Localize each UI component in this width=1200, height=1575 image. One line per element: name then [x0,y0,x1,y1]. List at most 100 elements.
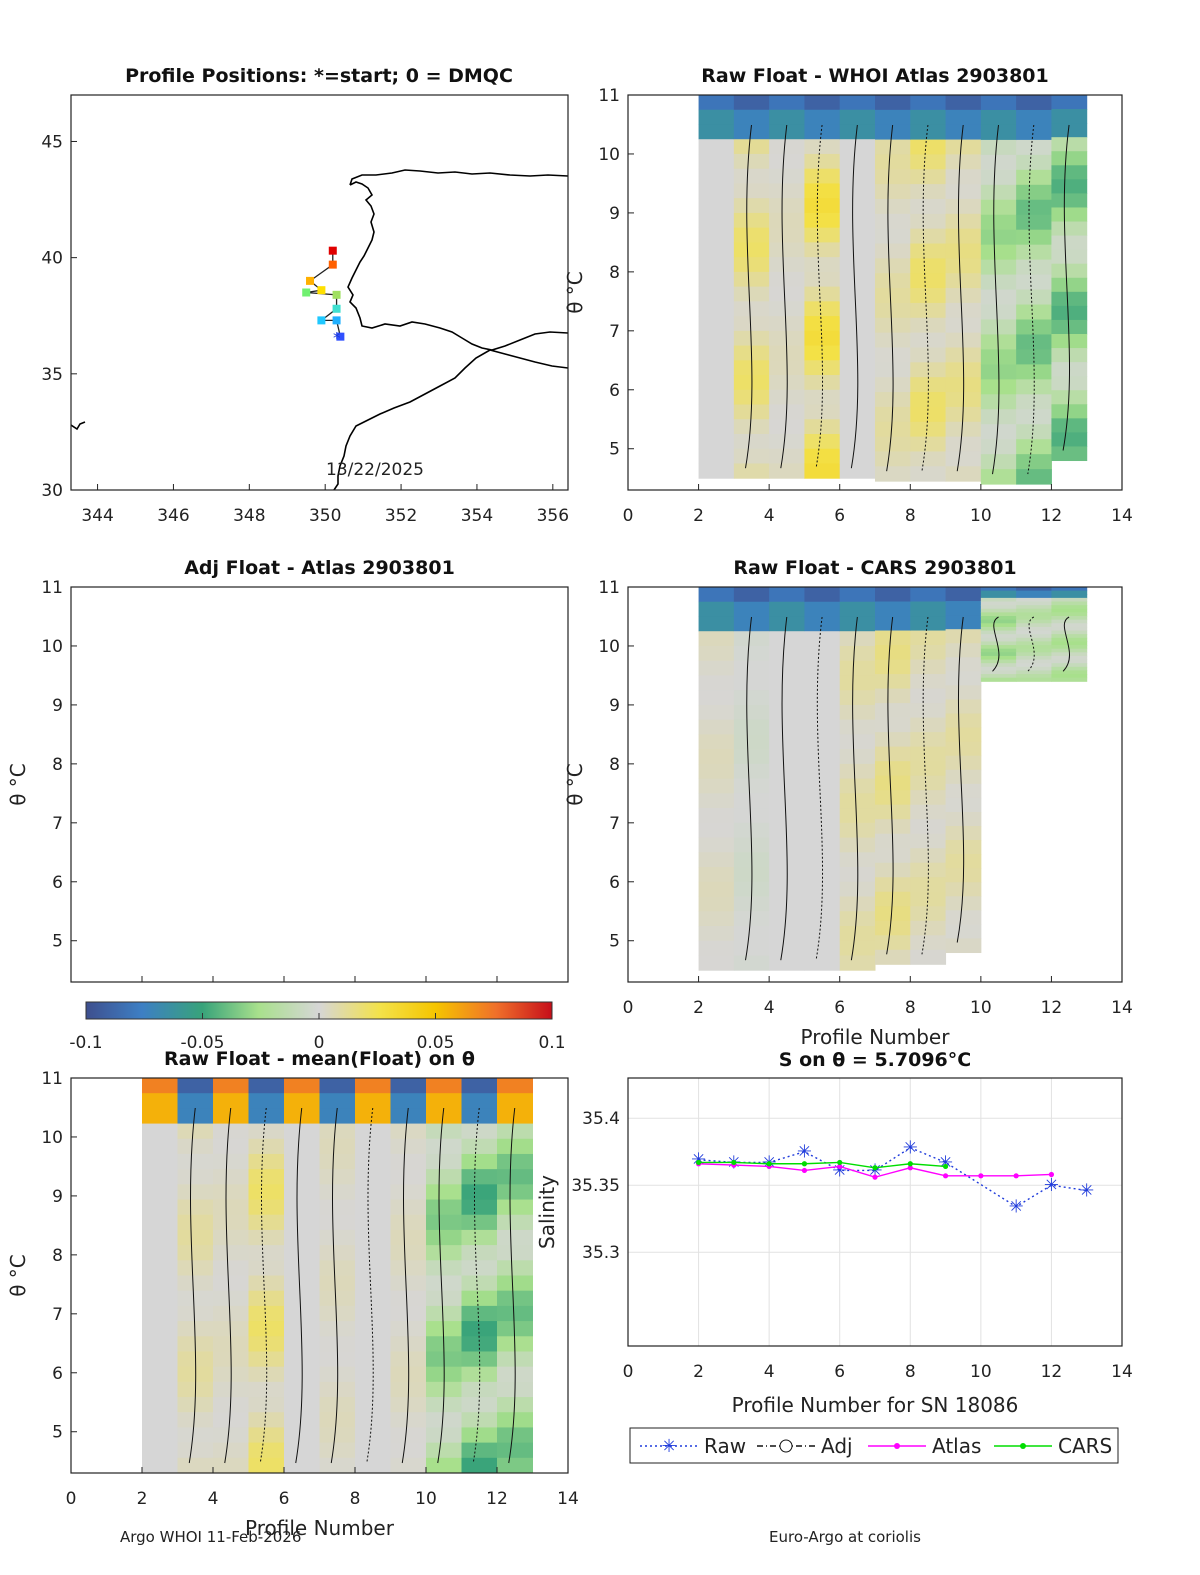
heatmap-cell [142,1412,178,1428]
heatmap-cell [910,804,947,820]
map-panel: Profile Positions: *=start; 0 = DMQC * 1… [41,65,569,526]
heatmap-cell [733,955,770,971]
heatmap-cell [698,168,735,184]
heatmap-cell [390,1153,427,1170]
heatmap-cell [980,630,1017,635]
panel-title: Raw Float - mean(Float) on θ [164,1048,475,1070]
heatmap-cell [839,139,876,155]
heatmap-cell [769,940,805,956]
cars-panel: Raw Float - CARS 2903801 0 2 4 6 8 10 12 14 5 6 7 8 9… [563,557,1133,1049]
x-tick-label: 2 [693,1362,704,1382]
heatmap-cell [980,244,1017,261]
map-date-annotation: 13/22/2025 [326,460,424,480]
heatmap-cell [839,271,876,288]
heatmap-cell [769,212,805,229]
heatmap-cell [284,1245,320,1261]
panel-title: Raw Float - CARS 2903801 [733,557,1016,579]
heatmap-cell [461,1078,498,1094]
heatmap-cell [698,822,735,839]
heatmap-cell [945,228,982,245]
heatmap-cell [1016,304,1052,320]
heatmap-cell [248,1138,285,1155]
heatmap-cell [698,896,735,912]
heatmap-cell [1051,659,1088,664]
heatmap-cell [177,1078,214,1094]
heatmap-cell [945,727,982,743]
heatmap-cell [875,302,911,319]
heatmap-cell [733,616,770,632]
heatmap-cell [1051,305,1088,321]
heatmap-cell [177,1245,214,1261]
heatmap-cell [733,463,770,479]
heatmap-cell [319,1199,356,1216]
heatmap-cell [390,1427,427,1444]
heatmap-cell [945,139,982,155]
heatmap-cell [698,749,735,765]
heatmap-cell [769,587,805,603]
contour-line [815,124,824,469]
x-tick-label: 12 [486,1489,508,1509]
heatmap-cell [319,1275,356,1292]
heatmap-cell [733,316,770,332]
heatmap-cell [980,674,1017,679]
heatmap-cell [1051,207,1088,223]
raw-point: ✳ [832,1160,847,1181]
heatmap-cell [804,330,841,347]
heatmap-cell [980,601,1017,606]
heatmap-cell [355,1457,391,1474]
heatmap-cell [213,1245,249,1261]
heatmap-cell [248,1442,285,1459]
profile-position-point [317,286,326,295]
legend-label: Atlas [932,1434,981,1458]
heatmap-cell [875,949,911,965]
heatmap-cell [980,199,1017,216]
heatmap-cell [980,612,1017,617]
heatmap-cell [213,1290,249,1307]
heatmap-cell [213,1229,249,1246]
heatmap-cell [1051,165,1088,180]
heatmap-cell [839,448,876,464]
panel-axes [627,586,1123,983]
heatmap-cell [875,169,911,185]
heatmap-cell [497,1078,533,1094]
heatmap-cell [875,616,911,632]
heatmap-cell [355,1245,391,1261]
heatmap-cell [839,198,876,214]
heatmap-cell [426,1427,462,1444]
colorbar-tick-label: 0.1 [538,1033,565,1053]
heatmap-cell [390,1229,427,1246]
x-tick-label: 6 [834,1362,845,1382]
heatmap-cell [461,1351,498,1368]
heatmap-cell [248,1169,285,1185]
salinity-title: S on θ = 5.7096°C [779,1049,971,1071]
heatmap-cell [390,1214,427,1231]
heatmap-cell [945,783,982,799]
raw-point: ✳ [1079,1181,1094,1202]
heatmap-cell [213,1108,249,1125]
heatmap-cell [390,1442,427,1459]
heatmap-cell [1016,674,1052,679]
heatmap-cell [733,940,770,956]
heatmap-cell [1016,259,1052,276]
heatmap-cell [426,1093,462,1109]
contour-line [259,1107,268,1464]
y-tick-label: 8 [52,755,63,775]
heatmap-cell [804,448,841,464]
heatmap-cell [910,95,947,111]
heatmap-cells [698,587,1088,971]
heatmap-cell [875,139,911,155]
heatmap-cell [804,419,841,435]
heatmap-cell [248,1245,285,1261]
heatmap-cell [980,666,1017,671]
heatmap-cell [390,1199,427,1216]
x-tick-label: 14 [1111,1362,1133,1382]
heatmap-cell [1051,319,1088,335]
heatmap-cell [355,1214,391,1231]
heatmap-cell [980,319,1017,335]
heatmap-cell [497,1184,533,1201]
heatmap-cell [284,1108,320,1125]
panel-title: Adj Float - Atlas 2903801 [184,557,455,579]
heatmap-cell [733,763,770,780]
heatmap-cell [839,645,876,662]
heatmap-cell [804,360,841,376]
